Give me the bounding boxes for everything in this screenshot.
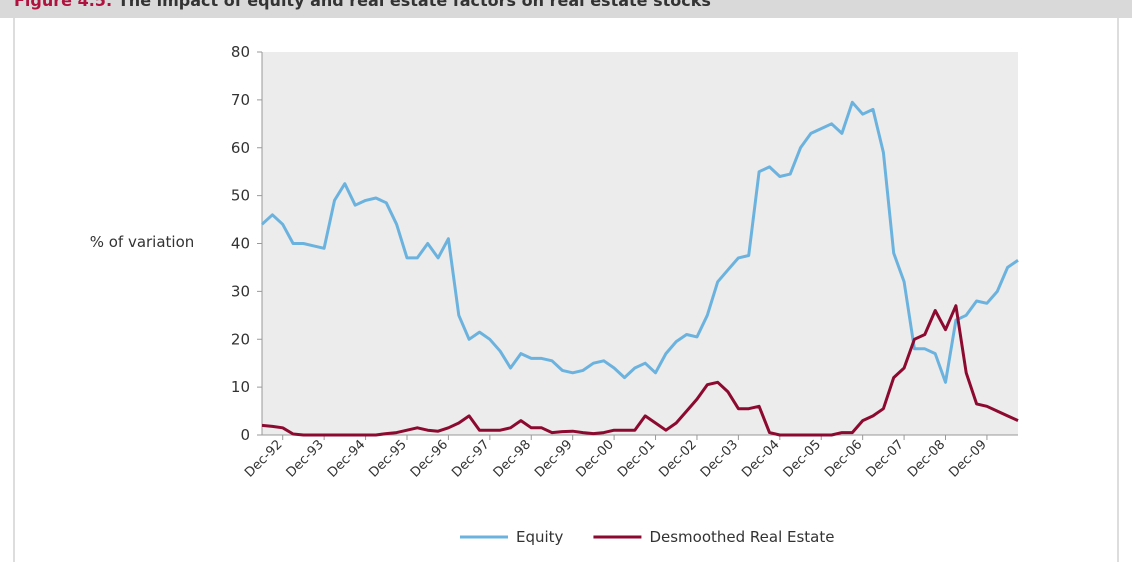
chart-title: The impact of equity and real estate fac… <box>118 0 711 10</box>
header-band <box>0 0 1132 18</box>
y-tick-label: 20 <box>231 330 250 348</box>
y-tick-label: 70 <box>231 91 250 109</box>
x-tick-label: Dec-00 <box>574 437 617 480</box>
series-line <box>260 100 1019 384</box>
x-tick-label: Dec-03 <box>698 437 741 480</box>
plot-area <box>262 52 1018 435</box>
y-tick-label: 60 <box>231 139 250 157</box>
x-tick-label: Dec-94 <box>325 437 368 480</box>
y-tick-label: 50 <box>231 187 250 205</box>
x-tick-label: Dec-06 <box>822 437 865 480</box>
header: Figure 4.5: The impact of equity and rea… <box>14 0 711 10</box>
x-tick-label: Dec-99 <box>532 437 575 480</box>
y-tick-label: 30 <box>231 282 250 300</box>
x-tick-label: Dec-07 <box>864 437 907 480</box>
figure-label: Figure 4.5: <box>14 0 112 10</box>
series-line <box>261 304 1019 437</box>
x-tick-label: Dec-97 <box>449 437 492 480</box>
x-tick-label: Dec-96 <box>408 437 451 480</box>
x-tick-label: Dec-98 <box>491 437 534 480</box>
x-tick-label: Dec-01 <box>615 437 658 480</box>
x-tick-label: Dec-09 <box>946 437 989 480</box>
x-tick-label: Dec-93 <box>284 437 327 480</box>
x-tick-label: Dec-95 <box>366 437 409 480</box>
y-tick-label: 0 <box>240 426 250 444</box>
y-axis-label: % of variation <box>90 233 195 251</box>
y-tick-label: 80 <box>231 43 250 61</box>
x-tick-label: Dec-05 <box>781 437 824 480</box>
y-tick-label: 10 <box>231 378 250 396</box>
legend-label: Desmoothed Real Estate <box>649 528 834 546</box>
x-tick-label: Dec-08 <box>905 437 948 480</box>
x-tick-label: Dec-04 <box>739 437 782 480</box>
y-tick-label: 40 <box>231 235 250 253</box>
x-tick-label: Dec-02 <box>656 437 699 480</box>
legend-label: Equity <box>516 528 564 546</box>
